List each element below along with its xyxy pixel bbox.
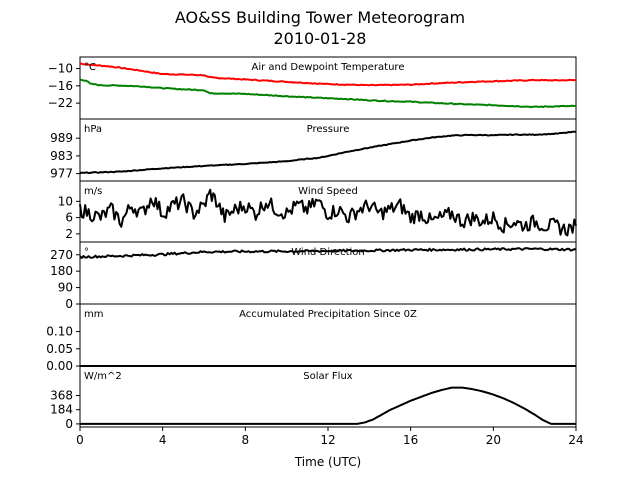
y-tick-label: 2 — [65, 227, 73, 241]
y-tick-label: 184 — [50, 403, 73, 417]
y-tick-label: −16 — [48, 79, 73, 93]
y-tick-label: 0.10 — [46, 325, 73, 339]
panel-title: Pressure — [307, 124, 350, 135]
x-tick-label: 24 — [568, 433, 583, 447]
panel-5: 0.10 0.05 0.00 mm Accumulated Precipitation … — [46, 303, 577, 373]
panel-unit: °C — [84, 62, 96, 73]
y-tick-label: 6 — [65, 211, 73, 225]
chart-subtitle: 2010-01-28 — [274, 29, 367, 48]
x-tick-label: 8 — [242, 433, 250, 447]
panel-title: Wind Speed — [298, 186, 358, 197]
y-tick-label: 180 — [50, 264, 73, 278]
series-line-1 — [79, 62, 576, 87]
y-tick-label: 368 — [50, 388, 73, 402]
panel-unit: mm — [84, 309, 103, 320]
panel-2: 989 983 977 hPa Pressure — [50, 118, 577, 182]
panel-title: Solar Flux — [303, 371, 353, 382]
series-line-1 — [79, 130, 577, 175]
panel-3: 10 6 2 m/s Wind Speed — [58, 180, 577, 243]
panel-unit: hPa — [84, 124, 102, 135]
panel-1: −10 −16 −22 °C Air and Dewpoint Temperature — [48, 56, 577, 120]
y-tick-label: 10 — [58, 194, 73, 208]
y-tick-label: 989 — [50, 131, 73, 145]
chart-title: AO&SS Building Tower Meteorogram — [175, 8, 465, 27]
panel-4: 270 180 90 0 ° Wind Direction — [50, 241, 577, 311]
x-tick-label: 16 — [403, 433, 418, 447]
y-tick-label: −10 — [48, 62, 73, 76]
panel-title: Wind Direction — [291, 247, 365, 258]
y-tick-label: 0.05 — [46, 342, 73, 356]
y-tick-label: −22 — [48, 96, 73, 110]
y-tick-label: 977 — [50, 167, 73, 181]
y-tick-label: 0.00 — [46, 359, 73, 373]
x-axis-label: Time (UTC) — [294, 455, 361, 469]
x-axis: 0 4 8 12 16 20 24 — [76, 427, 584, 447]
panel-unit: W/m^2 — [84, 371, 122, 382]
panels: −10 −16 −22 °C Air and Dewpoint Temperature 9… — [46, 56, 577, 431]
panel-title: Accumulated Precipitation Since 0Z — [239, 309, 417, 320]
x-tick-label: 4 — [159, 433, 167, 447]
y-tick-label: 270 — [50, 248, 73, 262]
series-line-1 — [79, 188, 577, 237]
y-tick-label: 0 — [65, 417, 73, 431]
series-line-2 — [79, 78, 577, 109]
series-line-1 — [79, 247, 577, 259]
panel-unit: ° — [84, 247, 89, 258]
x-tick-label: 0 — [76, 433, 84, 447]
y-tick-label: 0 — [65, 297, 73, 311]
panel-unit: m/s — [84, 186, 102, 197]
panel-title: Air and Dewpoint Temperature — [252, 62, 405, 73]
x-tick-label: 12 — [320, 433, 335, 447]
y-tick-label: 90 — [58, 281, 73, 295]
y-tick-label: 983 — [50, 149, 73, 163]
series-line-1 — [80, 386, 576, 425]
x-tick-label: 20 — [486, 433, 501, 447]
